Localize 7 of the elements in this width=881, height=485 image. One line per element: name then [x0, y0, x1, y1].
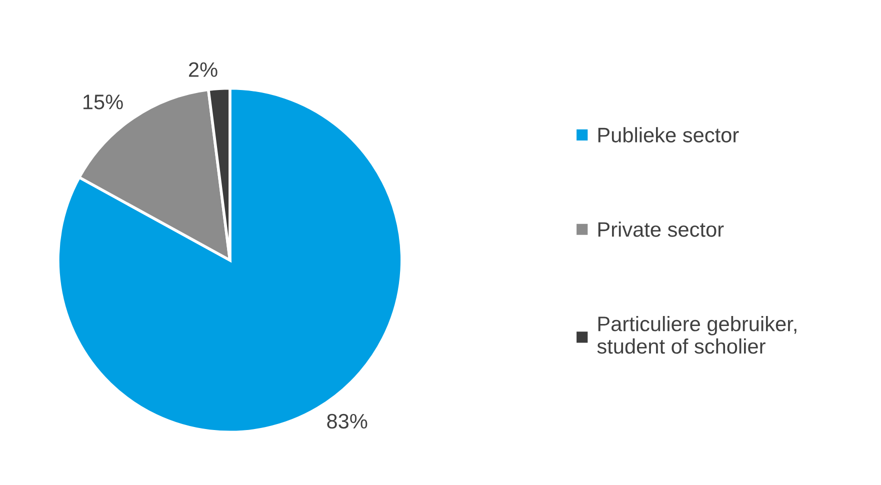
data-label: 2%	[189, 62, 218, 77]
legend-label: Private sector	[598, 222, 724, 237]
legend-label: Particuliere gebruiker, student of scholier	[597, 316, 796, 354]
data-label: 15%	[84, 94, 123, 110]
pie-slice	[56, 86, 404, 434]
data-label: 83%	[327, 414, 368, 429]
legend-label: Publieke sector	[598, 127, 739, 142]
